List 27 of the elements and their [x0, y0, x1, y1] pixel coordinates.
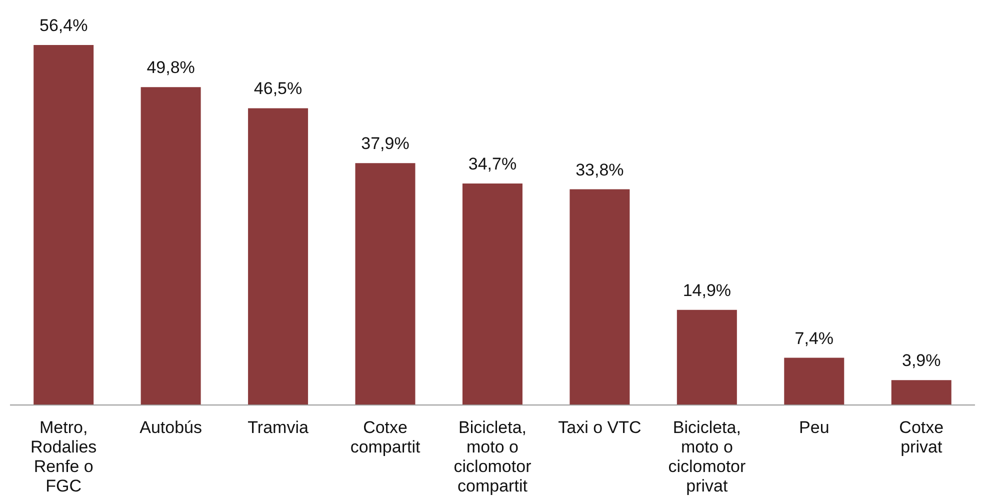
- bar: [248, 108, 308, 405]
- x-tick-label: Bicicleta, moto o ciclomotor compartit: [454, 418, 532, 496]
- data-label: 33,8%: [576, 160, 624, 180]
- bar: [355, 163, 416, 405]
- data-label: 3,9%: [902, 351, 941, 370]
- x-tick-label: Tramvia: [248, 418, 309, 437]
- bar: [676, 310, 737, 405]
- data-label: 37,9%: [361, 134, 410, 154]
- data-label: 56,4%: [39, 16, 88, 35]
- bar: [34, 45, 94, 405]
- bar: [784, 358, 844, 405]
- x-tick-label: Autobús: [140, 418, 202, 437]
- data-label: 34,7%: [468, 154, 517, 174]
- x-tick-label: Metro, Rodalies Renfe o FGC: [30, 418, 97, 496]
- bar: [462, 184, 522, 405]
- data-label: 7,4%: [794, 328, 834, 348]
- x-tick-label: Taxi o VTC: [558, 418, 642, 437]
- x-tick-label: Cotxe privat: [899, 418, 944, 456]
- bar: [891, 380, 952, 405]
- x-tick-label: Cotxe compartit: [350, 418, 421, 456]
- bar: [570, 189, 630, 405]
- data-label: 14,9%: [682, 280, 732, 300]
- data-label: 49,8%: [146, 58, 195, 78]
- bar: [140, 87, 201, 405]
- data-label: 46,5%: [254, 79, 302, 98]
- x-tick-label: Bicicleta, moto o ciclomotor privat: [668, 418, 746, 496]
- x-tick-label: Peu: [799, 418, 830, 437]
